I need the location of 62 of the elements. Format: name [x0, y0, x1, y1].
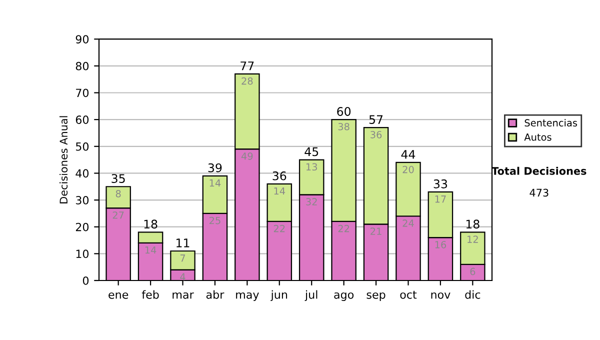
data-label: 17	[435, 196, 446, 203]
total-label: 45	[304, 147, 318, 156]
total-label: 60	[337, 107, 351, 116]
data-label: 8	[116, 190, 121, 198]
data-label: 6	[470, 268, 476, 276]
x-tick-label: jul	[304, 290, 318, 301]
y-tick-label: 0	[82, 276, 89, 285]
text: 473	[530, 188, 548, 197]
x-tick-label: oct	[400, 290, 417, 299]
y-tick-label: 40	[76, 169, 89, 178]
total-label: 18	[466, 220, 480, 229]
total-label: 39	[208, 163, 222, 172]
total-label: 57	[369, 115, 383, 124]
x-tick-label: sep	[366, 292, 386, 301]
data-label: 49	[241, 152, 253, 160]
total-label: 35	[112, 174, 125, 183]
total-label: 11	[176, 238, 190, 248]
x-tick-label: ene	[108, 292, 128, 299]
data-label: 22	[274, 224, 285, 232]
x-tick-label: feb	[142, 290, 159, 299]
y-tick-label: 10	[76, 250, 89, 258]
data-label: 20	[402, 166, 414, 174]
data-label: 25	[209, 216, 220, 224]
total-label: 36	[272, 171, 286, 180]
total-label: 33	[434, 179, 448, 188]
x-tick-label: dic	[465, 290, 480, 299]
data-label: 27	[112, 211, 124, 219]
data-label: 36	[370, 131, 382, 138]
y-tick-label: 70	[76, 88, 89, 98]
legend-label: Sentencias	[524, 118, 578, 127]
x-tick-label: abr	[206, 290, 224, 299]
x-tick-label: nov	[431, 292, 450, 299]
data-label: 13	[306, 163, 318, 171]
y-tick-label: 30	[76, 196, 89, 204]
data-label: 28	[242, 77, 253, 85]
total-label: 18	[144, 220, 158, 229]
data-label: 14	[210, 179, 221, 186]
annotation: Total Decisiones	[492, 166, 586, 175]
data-label: 24	[402, 220, 414, 227]
x-tick-label: ago	[334, 292, 354, 301]
data-label: 14	[274, 187, 286, 195]
y-tick-label: 90	[76, 35, 89, 44]
total-label: 44	[401, 150, 416, 159]
data-label: 16	[435, 240, 446, 248]
data-label: 21	[370, 228, 382, 235]
total-label: 77	[240, 62, 254, 70]
y-tick-label: 50	[76, 142, 89, 151]
x-tick-label: mar	[172, 292, 194, 299]
data-label: 38	[338, 122, 350, 130]
data-label: 14	[145, 246, 156, 254]
y-tick-label: 20	[76, 222, 89, 232]
y-tick-label: 80	[76, 62, 89, 70]
data-label: 12	[468, 236, 478, 243]
data-label: 4	[180, 273, 186, 280]
data-label: 7	[180, 254, 186, 262]
data-label: 32	[306, 198, 317, 206]
legend-label: Autos	[524, 134, 552, 141]
y-tick-label: 60	[76, 116, 89, 124]
y-axis-title: Decisiones Anual	[60, 116, 68, 204]
x-tick-label: jun	[270, 290, 288, 301]
x-tick-label: may	[236, 292, 259, 301]
data-label: 22	[338, 224, 350, 232]
